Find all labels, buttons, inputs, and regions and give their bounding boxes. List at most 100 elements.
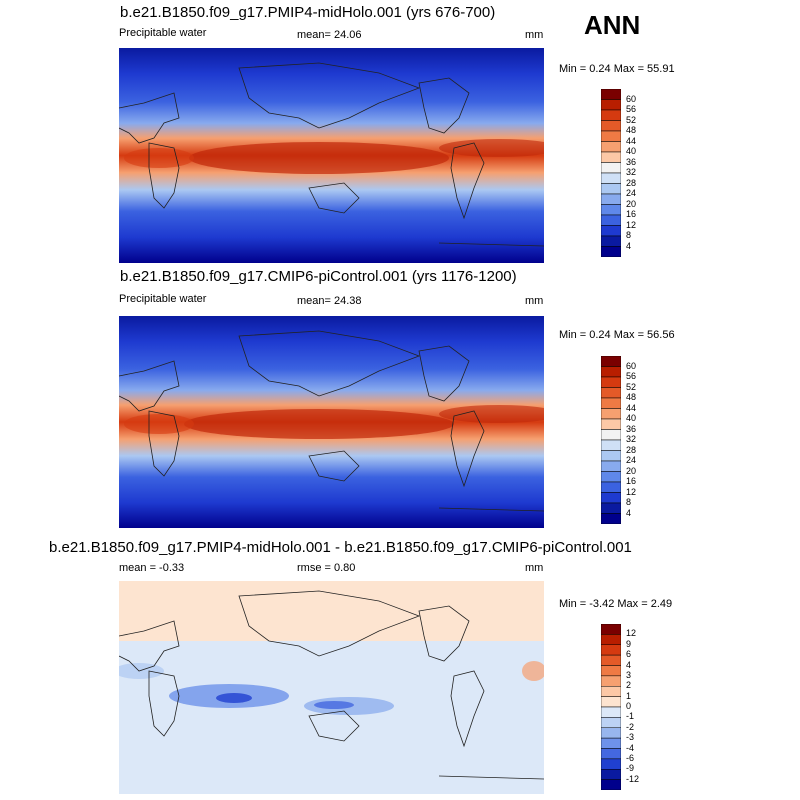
colorbar-tick-label: 52 [626, 381, 637, 392]
panel3-colorbar [600, 623, 622, 791]
panel1-colorbar-labels: 60 56 52 48 44 40 36 32 28 24 20 16 12 8 4 [626, 89, 656, 257]
colorbar-tick-label: -9 [626, 763, 635, 774]
colorbar-tick-label: 36 [626, 156, 637, 167]
colorbar-tick-label: -3 [626, 732, 635, 743]
colorbar-tick-label: 3 [626, 669, 632, 680]
colorbar-tick-label: 60 [626, 93, 637, 104]
colorbar-tick-label: 52 [626, 114, 637, 125]
colorbar-tick-label: 56 [626, 371, 637, 381]
colorbar-box [600, 387, 622, 399]
colorbar-box [600, 748, 622, 760]
colorbar-box [600, 130, 622, 142]
colorbar-box [600, 397, 622, 409]
colorbar-box [600, 696, 622, 708]
colorbar-box [600, 513, 622, 525]
colorbar-box [600, 183, 622, 195]
colorbar-box [600, 644, 622, 656]
colorbar-tick-label: 20 [626, 465, 637, 476]
panel2-title: b.e21.B1850.f09_g17.CMIP6-piControl.001 … [120, 268, 517, 285]
colorbar-box [600, 737, 622, 749]
colorbar-box [600, 162, 622, 174]
colorbar-box [600, 172, 622, 184]
colorbar-box [600, 88, 622, 100]
season-label: ANN [584, 10, 641, 40]
panel3-title: b.e21.B1850.f09_g17.PMIP4-midHolo.001 - … [49, 539, 632, 556]
panel1-mean-label: mean= 24.06 [297, 29, 362, 41]
colorbar-box [600, 654, 622, 666]
colorbar-box [600, 686, 622, 697]
colorbar-box [600, 225, 622, 237]
colorbar-box [600, 769, 622, 780]
colorbar-tick-label: 28 [626, 177, 637, 188]
colorbar-tick-label: 9 [626, 638, 632, 649]
colorbar-tick-label: 48 [626, 125, 637, 135]
panel2-colorbar [600, 355, 622, 525]
colorbar-tick-label: 40 [626, 146, 637, 156]
colorbar-box [600, 355, 622, 367]
colorbar-tick-label: -6 [626, 752, 635, 763]
colorbar-tick-label: 56 [626, 104, 637, 114]
colorbar-tick-label: 44 [626, 135, 637, 146]
colorbar-tick-label: 16 [626, 209, 637, 219]
panel1-variable-label: Precipitable water [119, 27, 207, 39]
panel2-mean-label: mean= 24.38 [297, 295, 362, 307]
colorbar-tick-label: 4 [626, 507, 632, 518]
panel1-map [119, 48, 544, 263]
colorbar-box [600, 246, 622, 258]
colorbar-box [600, 235, 622, 247]
panel1-units-label: mm [525, 29, 544, 41]
colorbar-tick-label: 1 [626, 690, 632, 701]
colorbar-box [600, 758, 622, 770]
colorbar-tick-label: 48 [626, 392, 637, 402]
colorbar-tick-label: 44 [626, 402, 637, 413]
panel3-colorbar-labels: 12 9 6 4 3 2 1 0 -1 -2 -3 -4 -6 -9 -12 [626, 624, 656, 790]
colorbar-box [600, 502, 622, 514]
colorbar-box [600, 408, 622, 420]
colorbar-tick-label: -4 [626, 742, 635, 753]
panel1-minmax-label: Min = 0.24 Max = 55.91 [559, 63, 675, 75]
panel3-units-label: mm [525, 562, 544, 574]
colorbar-tick-label: -2 [626, 721, 635, 732]
colorbar-box [600, 450, 622, 462]
panel2-colorbar-labels: 60 56 52 48 44 40 36 32 28 24 20 16 12 8 4 [626, 356, 656, 524]
panel1-colorbar [600, 88, 622, 258]
colorbar-tick-label: 0 [626, 701, 632, 711]
colorbar-box [600, 151, 622, 163]
colorbar-box [600, 665, 622, 677]
colorbar-tick-label: 24 [626, 188, 637, 198]
colorbar-box [600, 429, 622, 441]
colorbar-box [600, 460, 622, 472]
colorbar-box [600, 439, 622, 451]
colorbar-tick-label: 28 [626, 444, 637, 455]
colorbar-tick-label: 12 [626, 628, 637, 639]
panel2-units-label: mm [525, 295, 544, 307]
colorbar-box [600, 141, 622, 153]
colorbar-box [600, 623, 622, 635]
colorbar-tick-label: 32 [626, 434, 637, 444]
colorbar-tick-label: 6 [626, 649, 632, 660]
colorbar-box [600, 418, 622, 430]
panel3-minmax-label: Min = -3.42 Max = 2.49 [559, 598, 673, 610]
colorbar-box [600, 214, 622, 226]
panel1-coastlines [119, 62, 544, 247]
colorbar-tick-label: 12 [626, 486, 637, 497]
colorbar-tick-label: 36 [626, 423, 637, 434]
panel1-title: b.e21.B1850.f09_g17.PMIP4-midHolo.001 (y… [120, 4, 496, 21]
colorbar-tick-label: 32 [626, 167, 637, 177]
colorbar-box [600, 706, 622, 718]
colorbar-box [600, 481, 622, 493]
colorbar-tick-label: 24 [626, 455, 637, 465]
panel3-mean-label: mean = -0.33 [119, 562, 185, 574]
colorbar-box [600, 492, 622, 504]
colorbar-tick-label: 20 [626, 198, 637, 209]
colorbar-box [600, 366, 622, 378]
colorbar-tick-label: 8 [626, 230, 632, 240]
colorbar-tick-label: 12 [626, 219, 637, 230]
colorbar-box [600, 779, 622, 791]
panel2-minmax-label: Min = 0.24 Max = 56.56 [559, 329, 675, 341]
colorbar-tick-label: 2 [626, 680, 632, 691]
colorbar-box [600, 675, 622, 687]
colorbar-box [600, 634, 622, 645]
panel3-coastlines [119, 590, 544, 780]
colorbar-box [600, 193, 622, 205]
